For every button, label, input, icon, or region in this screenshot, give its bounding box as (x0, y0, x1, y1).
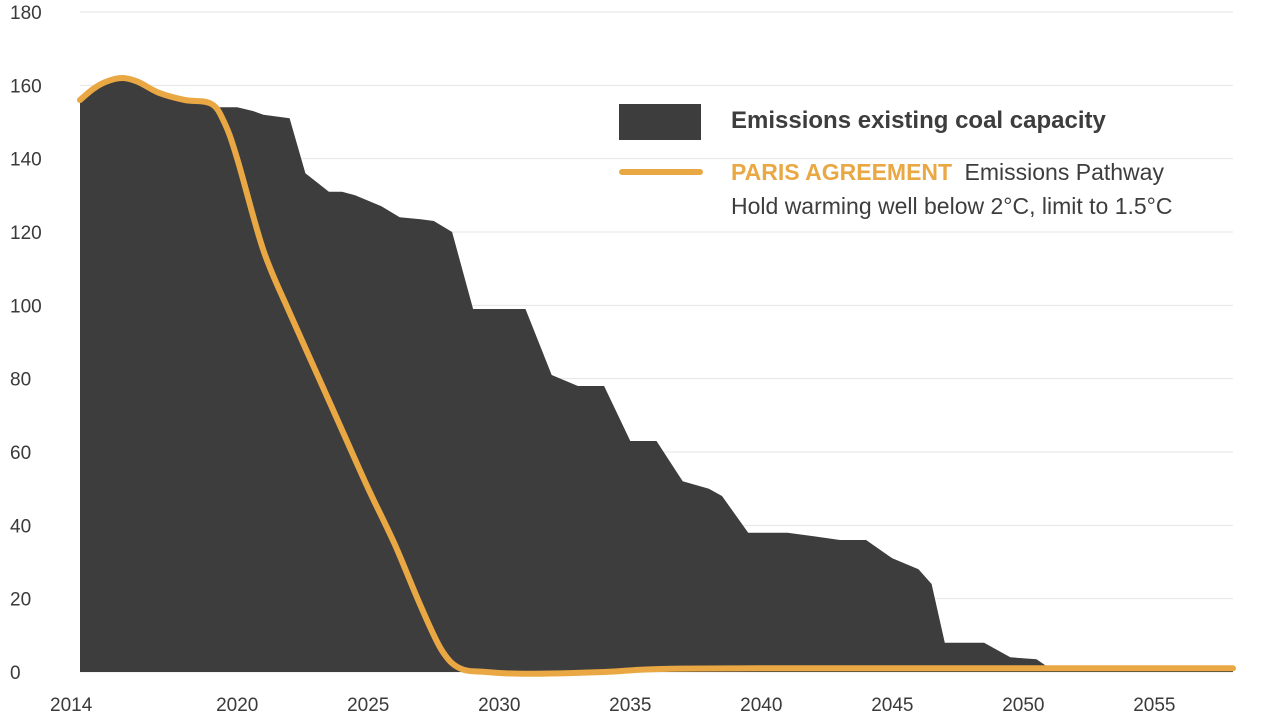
y-tick-label-180: 180 (10, 3, 42, 24)
legend-line-label-highlight: PARIS AGREEMENT (731, 159, 952, 185)
legend-line-label-second: Hold warming well below 2°C, limit to 1.… (731, 193, 1173, 219)
y-tick-label-80: 80 (10, 370, 31, 391)
paris-pathway-line-shape (77, 75, 1236, 677)
x-tick-label-2025: 2025 (347, 695, 389, 716)
y-tick-label-60: 60 (10, 443, 31, 464)
legend-area-swatch (619, 104, 701, 140)
paris-pathway-line (77, 75, 1236, 677)
legend-area-label: Emissions existing coal capacity (731, 107, 1106, 134)
y-tick-label-40: 40 (10, 516, 31, 537)
y-axis-tick-labels: 0 20 40 60 80 100 120 140 160 180 (10, 3, 42, 684)
coal-emissions-area (80, 78, 1233, 672)
y-tick-label-0: 0 (10, 663, 21, 684)
y-tick-label-100: 100 (10, 296, 42, 317)
x-tick-label-2045: 2045 (871, 695, 913, 716)
x-tick-label-2050: 2050 (1002, 695, 1044, 716)
x-tick-label-2055: 2055 (1133, 695, 1175, 716)
coal-emissions-area-shape (80, 78, 1233, 672)
x-tick-label-2020: 2020 (216, 695, 258, 716)
y-tick-label-160: 160 (10, 76, 42, 97)
y-tick-label-120: 120 (10, 223, 42, 244)
x-tick-label-2014: 2014 (50, 695, 93, 716)
legend-line-label-rest: Emissions Pathway (965, 159, 1165, 185)
y-tick-label-20: 20 (10, 590, 31, 611)
x-tick-label-2030: 2030 (478, 695, 520, 716)
x-tick-label-2040: 2040 (740, 695, 782, 716)
x-tick-label-2035: 2035 (609, 695, 651, 716)
legend: Emissions existing coal capacity PARIS A… (619, 104, 1173, 219)
legend-line-label: PARIS AGREEMENT Emissions Pathway (731, 159, 1164, 185)
x-axis-tick-labels: 2014 2020 2025 2030 2035 2040 2045 2050 2055 (50, 695, 1176, 716)
y-tick-label-140: 140 (10, 150, 42, 171)
